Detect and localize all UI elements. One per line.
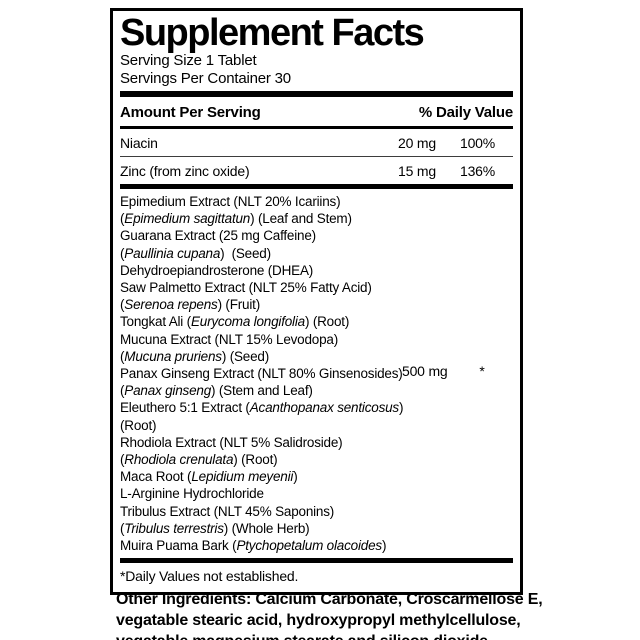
nutrient-amount: 20 mg [398,135,436,151]
ingredient-line: (Tribulus terrestris) (Whole Herb) [120,520,310,536]
nutrient-daily-value: 100% [460,135,496,151]
daily-value-footnote: *Daily Values not established. [120,568,299,585]
ingredient-line: Epimedium Extract (NLT 20% Icariins) [120,194,341,209]
ingredient-line: (Root) [120,417,157,433]
nutrient-name: Niacin [120,135,158,151]
ingredient-line: Panax Ginseng Extract (NLT 80% Ginsenosi… [120,363,513,382]
serving-size-text: Serving Size 1 Tablet [120,52,257,69]
heavy-divider-above-blend [120,184,513,189]
ingredient-line: Guarana Extract (25 mg Caffeine) [120,228,316,244]
heavy-divider-above-footnote [120,558,513,564]
other-ingredients-text: Other Ingredients: Calcium Carbonate, Cr… [116,589,576,640]
ingredient-line: Mucuna Extract (NLT 15% Levodopa) [120,331,339,347]
ingredient-line: L-Arginine Hydrochloride [120,486,264,502]
nutrient-name: Zinc (from zinc oxide) [120,163,250,179]
thick-divider-top [120,91,513,97]
column-header-row: Amount Per Serving % Daily Value [120,97,513,126]
ingredient-line: (Mucuna pruriens) (Seed) [120,348,270,364]
ingredient-line: (Serenoa repens) (Fruit) [120,297,261,313]
ingredient-line: Muira Puama Bark (Ptychopetalum olacoide… [120,538,387,554]
ingredient-line: Dehydroepiandrosterone (DHEA) [120,262,314,278]
blend-ingredient-list: Epimedium Extract (NLT 20% Icariins) (Epi… [120,189,513,558]
ingredient-line: (Panax ginseng) (Stem and Leaf) [120,383,313,399]
blend-daily-value-asterisk: * [479,363,485,380]
nutrient-row-niacin: Niacin 20 mg 100% [120,129,513,156]
ingredient-line: (Paullinia cupana) (Seed) [120,245,271,261]
ingredient-line: Rhodiola Extract (NLT 5% Salidroside) [120,434,343,450]
other-ingredients-line: vegatable stearic acid, hydroxypropyl me… [116,612,521,629]
supplement-facts-panel: Supplement Facts Serving Size 1 Tablet S… [110,8,523,596]
nutrient-daily-value: 136% [460,163,496,179]
other-ingredients-line: vegatable magnesium stearate and silicon… [116,631,576,640]
nutrient-row-zinc: Zinc (from zinc oxide) 15 mg 136% [120,157,513,184]
percent-daily-value-header: % Daily Value [418,104,513,121]
ingredient-line: (Rhodiola crenulata) (Root) [120,452,278,468]
panel-title: Supplement Facts [120,12,425,54]
other-ingredients-line: Other Ingredients: Calcium Carbonate, Cr… [116,591,543,608]
row-divider [120,156,513,157]
servings-per-container-text: Servings Per Container 30 [120,70,291,87]
ingredient-line: Tribulus Extract (NLT 45% Saponins) [120,503,335,519]
ingredient-line: Saw Palmetto Extract (NLT 25% Fatty Acid… [120,280,372,296]
nutrient-amount: 15 mg [398,163,436,179]
amount-per-serving-header: Amount Per Serving [120,104,261,121]
ingredient-line: Tongkat Ali (Eurycoma longifolia) (Root) [120,314,350,330]
ingredient-line: Maca Root (Lepidium meyenii) [120,469,298,485]
medium-divider [120,126,513,129]
ingredient-line: (Epimedium sagittatun) (Leaf and Stem) [120,211,352,227]
blend-amount: 500 mg [402,363,448,380]
ingredient-line: Eleuthero 5:1 Extract (Acanthopanax sent… [120,400,404,416]
